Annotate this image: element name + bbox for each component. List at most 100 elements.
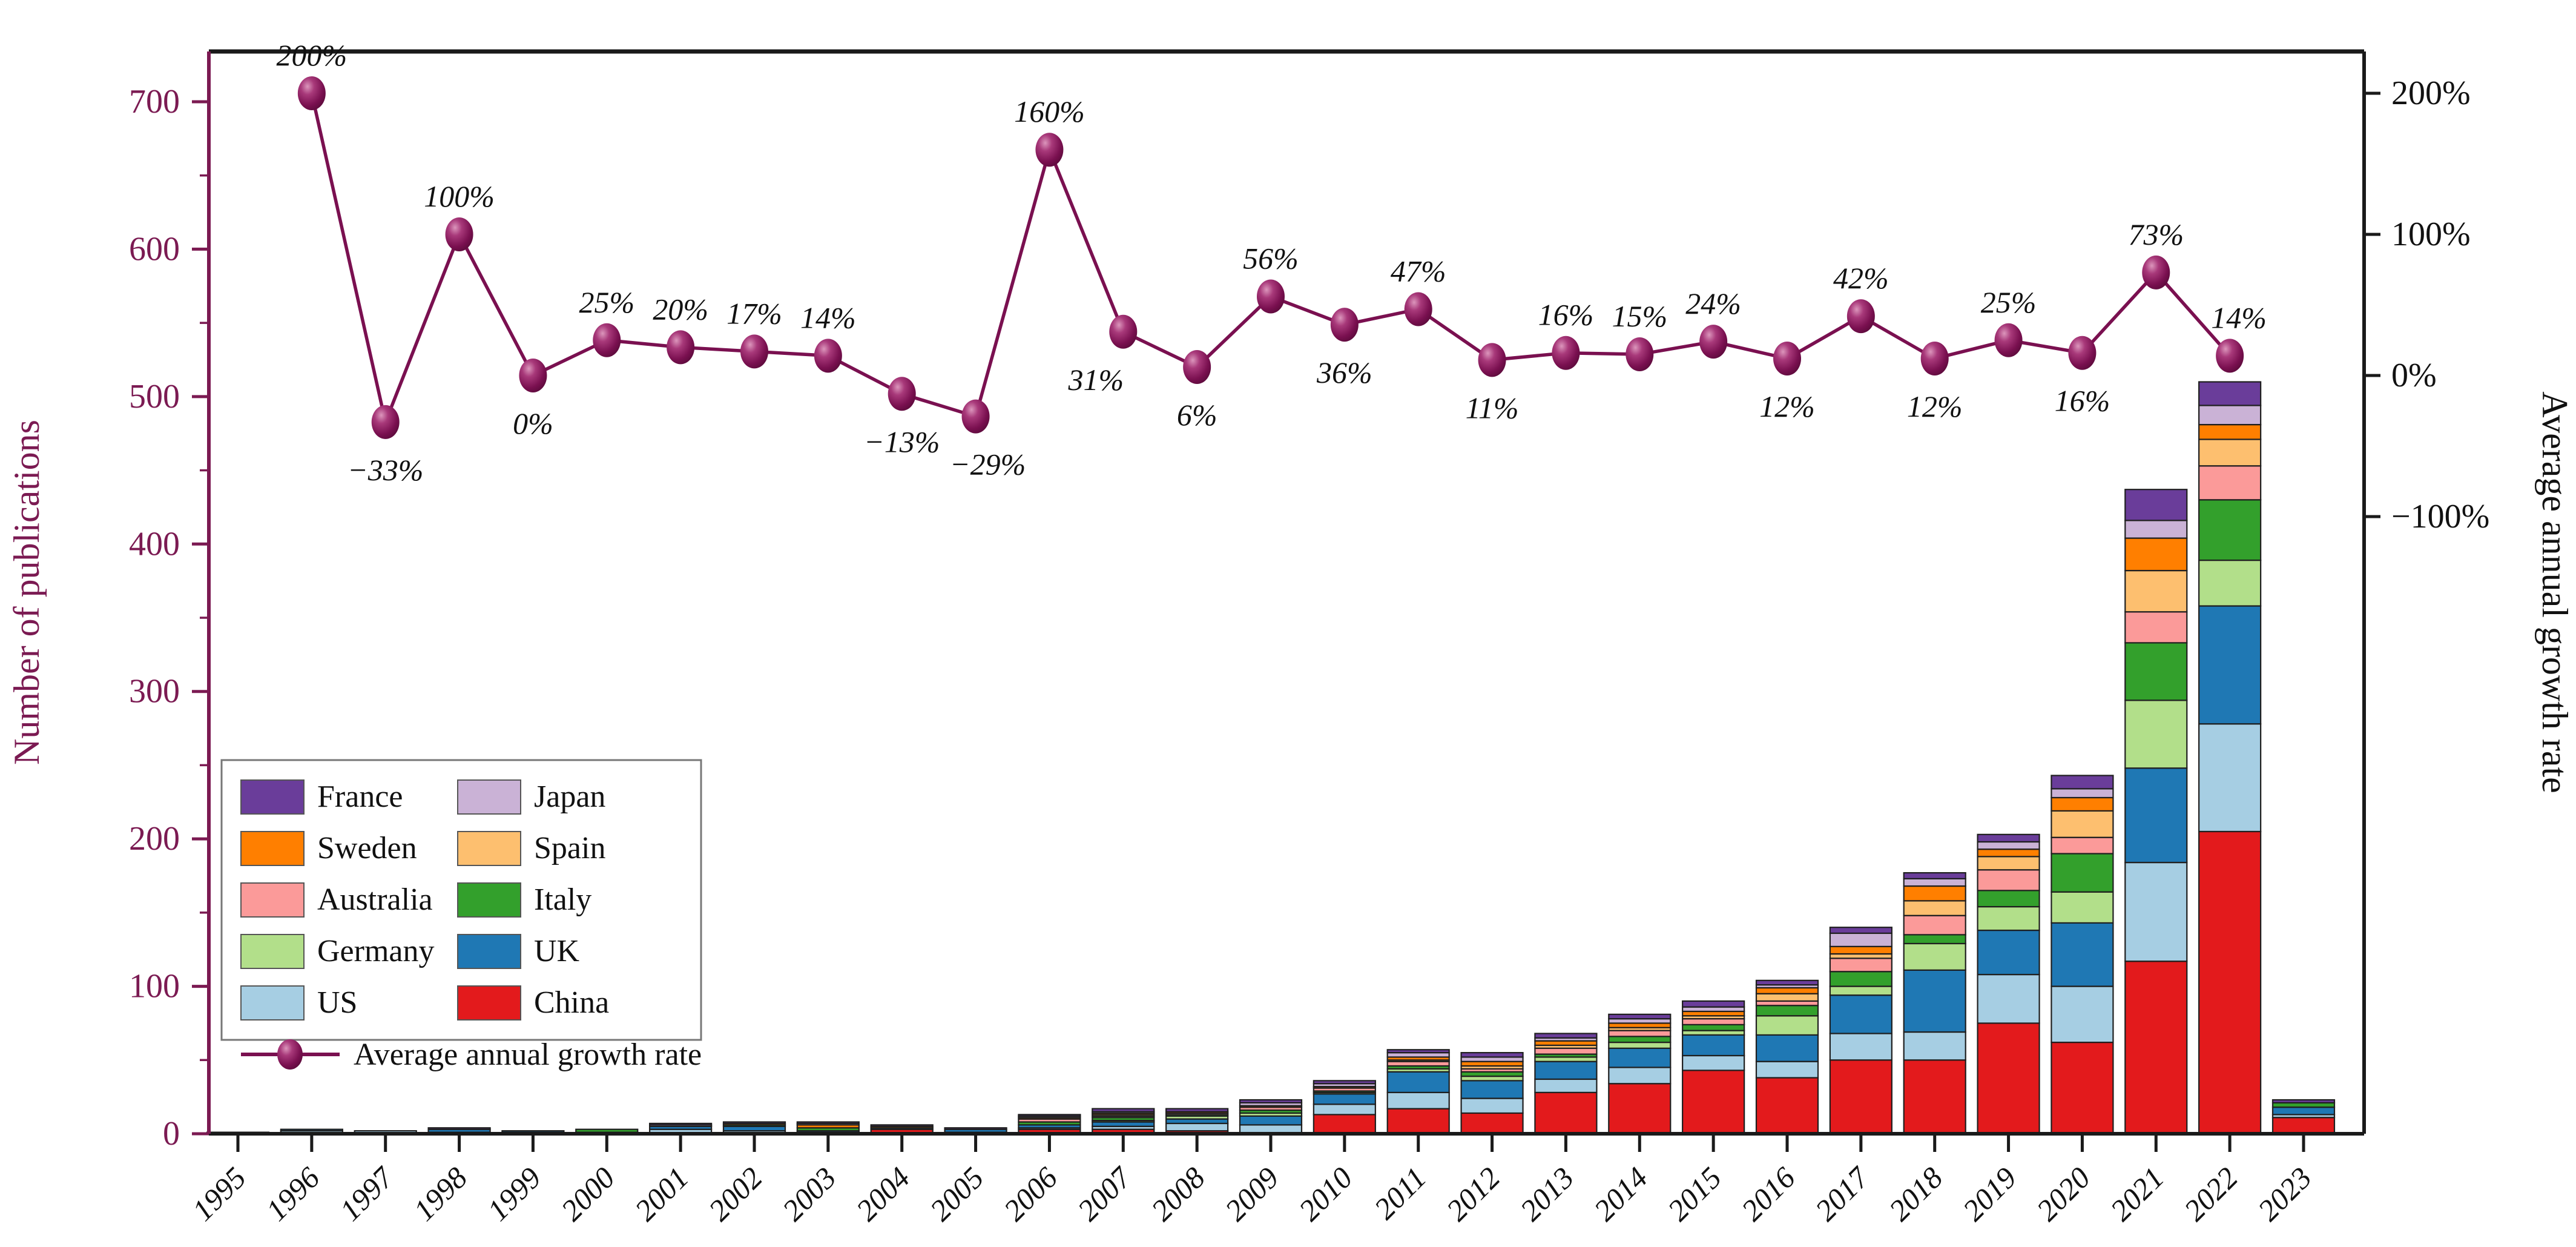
bar-segment-2012-uk <box>1460 1080 1524 1099</box>
bar-segment-2022-us <box>2198 723 2262 833</box>
legend-swatch-sweden <box>240 831 305 866</box>
bar-segment-2019-sweden <box>1977 848 2040 858</box>
line-marker-2019 <box>1994 323 2023 357</box>
left-tick-label: 400 <box>129 525 180 563</box>
bar-segment-2019-france <box>1977 833 2040 843</box>
growth-label-2016: 12% <box>1759 389 1815 423</box>
x-tick-label: 2008 <box>1145 1160 1211 1227</box>
line-marker-2002 <box>740 334 768 369</box>
bar-segment-2022-france <box>2198 381 2262 406</box>
legend-label-sweden: Sweden <box>317 831 417 865</box>
x-tick-label: 2021 <box>2104 1160 2170 1227</box>
line-marker-1996 <box>297 76 326 110</box>
right-tick-label: −100% <box>2391 498 2489 535</box>
bar-segment-2022-uk <box>2198 605 2262 725</box>
line-marker-2018 <box>1920 342 1949 376</box>
data-labels-group: 200% −33% 100% 0% 25% 20% 17% 14% −13% −29% 160% 31… <box>277 38 2267 487</box>
line-marker-2009 <box>1256 279 1285 314</box>
bar-segment-2023-china <box>2271 1117 2336 1135</box>
legend-swatch-japan <box>457 779 521 815</box>
x-tick-label: 2018 <box>1882 1160 1949 1227</box>
bar-segment-2010-france <box>1313 1080 1376 1085</box>
bar-segment-2016-spain <box>1755 993 1819 1002</box>
bar-segment-2016-sweden <box>1755 987 1819 994</box>
left-tick-label: 600 <box>129 230 180 268</box>
line-marker-2013 <box>1552 336 1580 370</box>
bar-segment-2011-china <box>1386 1108 1450 1135</box>
bar-segment-2018-uk <box>1903 969 1966 1033</box>
bar-segment-2018-us <box>1903 1031 1966 1061</box>
bar-segment-2022-china <box>2198 830 2262 1135</box>
bar-segment-2019-uk <box>1977 929 2040 976</box>
legend-label-us: US <box>317 985 357 1020</box>
x-tick-label: 2007 <box>1071 1160 1139 1228</box>
x-tick-label: 2014 <box>1587 1160 1654 1227</box>
line-marker-1997 <box>371 405 400 439</box>
line-marker-2014 <box>1626 337 1654 372</box>
growth-label-2008: 6% <box>1177 398 1217 432</box>
bar-segment-2008-us <box>1165 1122 1229 1132</box>
bar-segment-2021-sweden <box>2124 537 2188 572</box>
growth-label-2012: 11% <box>1466 391 1519 425</box>
growth-label-2007: 31% <box>1067 363 1124 397</box>
bar-segment-2021-france <box>2124 489 2188 521</box>
bar-segment-2003-france <box>796 1121 860 1125</box>
growth-label-2017: 42% <box>1833 261 1889 295</box>
bar-segment-2017-china <box>1829 1059 1892 1135</box>
x-tick-label: 1998 <box>407 1160 473 1227</box>
legend-label-uk: UK <box>534 934 580 968</box>
legend-label-spain: Spain <box>534 831 605 865</box>
bar-segment-2017-france <box>1829 927 1892 934</box>
bar-segment-2017-sweden <box>1829 945 1892 955</box>
legend-swatch-us <box>240 985 305 1020</box>
x-tick-label: 2017 <box>1808 1160 1876 1228</box>
x-tick-label: 2019 <box>1956 1160 2023 1227</box>
bar-segment-2023-france <box>2271 1099 2336 1103</box>
legend-label-japan: Japan <box>534 779 605 814</box>
bar-segment-2013-australia <box>1534 1047 1598 1055</box>
legend-label-australia: Australia <box>317 882 433 917</box>
growth-line-group <box>297 76 2244 439</box>
bar-segment-2019-italy <box>1977 890 2040 908</box>
bar-segment-2013-us <box>1534 1078 1598 1093</box>
bar-segment-2020-australia <box>2051 836 2114 855</box>
legend-swatch-spain <box>457 831 521 866</box>
legend-label-germany: Germany <box>317 934 434 968</box>
x-tick-label: 1996 <box>259 1160 326 1227</box>
growth-label-2021: 73% <box>2128 217 2184 251</box>
x-tick-label: 2002 <box>702 1160 768 1227</box>
left-tick-label: 200 <box>129 820 180 858</box>
x-tick-label: 1995 <box>185 1160 252 1227</box>
legend-swatch-italy <box>457 882 521 918</box>
bar-segment-2020-us <box>2051 985 2114 1044</box>
line-marker-2011 <box>1404 292 1432 326</box>
bar-segment-2013-china <box>1534 1091 1598 1135</box>
right-tick-label: 0% <box>2391 357 2437 394</box>
bar-segment-2022-sweden <box>2198 424 2262 440</box>
bar-segment-2019-us <box>1977 973 2040 1024</box>
bar-segment-2017-australia <box>1829 958 1892 973</box>
bar-segment-2009-uk <box>1239 1115 1303 1126</box>
bar-segment-2015-us <box>1682 1054 1745 1071</box>
x-tick-label: 1997 <box>333 1160 401 1228</box>
x-tick-label: 2000 <box>555 1160 621 1227</box>
x-tick-label: 2013 <box>1514 1160 1580 1227</box>
x-tick-label: 2001 <box>628 1160 695 1227</box>
line-marker-2003 <box>814 339 842 373</box>
bar-segment-2021-germany <box>2124 700 2188 769</box>
bar-segment-2022-australia <box>2198 465 2262 501</box>
growth-label-1998: 100% <box>424 179 495 213</box>
bar-segment-2017-germany <box>1829 985 1892 996</box>
bar-segment-2019-germany <box>1977 906 2040 931</box>
bar-segment-2018-australia <box>1903 915 1966 936</box>
line-marker-2016 <box>1773 342 1801 376</box>
x-tick-label: 2020 <box>2030 1160 2097 1227</box>
growth-label-2009: 56% <box>1243 242 1299 276</box>
x-tick-label: 2009 <box>1218 1160 1285 1227</box>
bar-segment-2018-sweden <box>1903 885 1966 902</box>
bar-segment-2019-japan <box>1977 841 2040 850</box>
growth-label-2001: 20% <box>653 292 708 326</box>
growth-label-2015: 24% <box>1685 286 1741 320</box>
